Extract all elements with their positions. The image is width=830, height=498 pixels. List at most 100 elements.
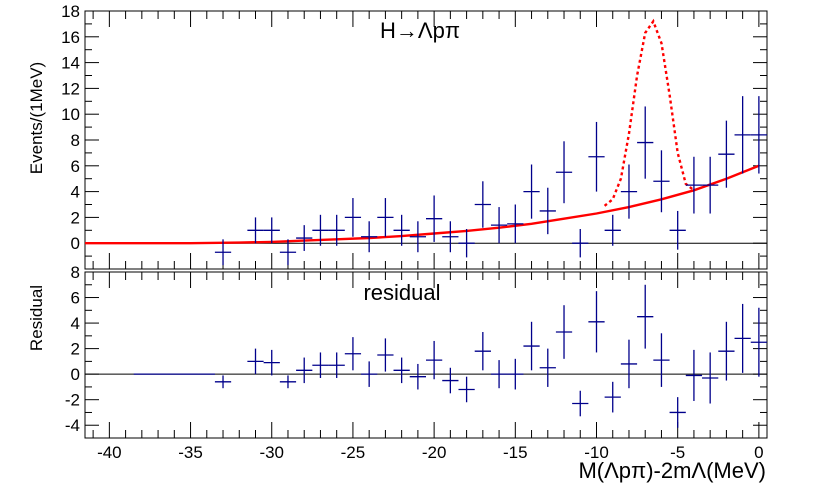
signal-curve (603, 18, 695, 207)
x-tick-label: -5 (670, 443, 685, 462)
data-point (377, 198, 394, 237)
data-point (279, 375, 297, 389)
y-tick-label: 2 (71, 340, 80, 359)
data-point (555, 141, 573, 204)
data-point (361, 221, 378, 253)
data-point (426, 195, 443, 242)
data-point (588, 121, 605, 192)
data-point (393, 357, 410, 384)
data-point (458, 229, 475, 258)
data-point (442, 367, 459, 394)
data-point (490, 360, 508, 389)
data-point (458, 376, 475, 403)
y-tick-label: 8 (71, 263, 80, 282)
y-tick-label: 2 (71, 208, 80, 227)
x-tick-label: 0 (754, 443, 763, 462)
y-tick-label: 8 (71, 131, 80, 150)
data-point (426, 340, 443, 380)
y-tick-label: 0 (71, 234, 80, 253)
x-axis-label: M(Λpπ)-2mΛ(MeV) (578, 458, 766, 483)
x-tick-label: -20 (422, 443, 447, 462)
y-tick-label: 4 (71, 314, 80, 333)
data-point (572, 390, 589, 417)
x-tick-label: -15 (503, 443, 528, 462)
data-point (409, 221, 426, 253)
fit-curve (85, 164, 760, 245)
data-point (377, 338, 394, 372)
data-point (750, 307, 767, 377)
data-point (296, 225, 313, 251)
y-tick-label: 18 (61, 2, 80, 21)
y-tick-label: -2 (65, 391, 80, 410)
data-point (442, 221, 459, 253)
data-point (507, 358, 524, 390)
bottom-frame (84, 271, 768, 439)
data-point (653, 150, 670, 213)
data-point (328, 214, 345, 246)
data-point (685, 349, 703, 401)
x-tick-label: -40 (97, 443, 122, 462)
data-point (702, 156, 719, 214)
data-point (734, 303, 751, 373)
data-point (637, 106, 654, 179)
data-point (539, 187, 556, 235)
data-point (523, 164, 540, 219)
data-point (555, 305, 573, 359)
x-tick-label: -35 (178, 443, 203, 462)
data-point (490, 207, 508, 244)
data-point (474, 332, 491, 371)
data-point (523, 321, 540, 371)
data-point (214, 375, 232, 389)
data-point (361, 361, 378, 387)
x-tick-label: -30 (259, 443, 284, 462)
data-point (328, 352, 345, 378)
data-point (620, 164, 638, 219)
top-title: H→Λpπ (380, 18, 460, 43)
data-point (312, 214, 329, 246)
data-point (702, 352, 719, 404)
y-tick-label: 12 (61, 79, 80, 98)
data-point (718, 120, 735, 188)
data-point (263, 349, 280, 376)
data-point (507, 204, 524, 244)
data-point (296, 357, 313, 384)
data-point (393, 214, 410, 246)
x-tick-label: -25 (341, 443, 366, 462)
data-point (685, 156, 703, 214)
bottom-ylabel: Residual (27, 285, 46, 351)
data-point (279, 239, 297, 266)
data-point (263, 217, 280, 244)
data-point (214, 239, 232, 266)
data-point (669, 397, 686, 428)
x-tick-label: -10 (584, 443, 609, 462)
y-tick-label: -4 (65, 416, 80, 435)
data-point (588, 291, 605, 353)
data-point (312, 352, 329, 378)
y-tick-label: 4 (71, 183, 80, 202)
top-points (214, 96, 767, 266)
data-point (669, 210, 686, 250)
top-frame (84, 10, 768, 270)
data-point (409, 363, 426, 390)
data-point (539, 348, 556, 387)
top-ylabel: Events/(1MeV) (27, 62, 46, 174)
data-point (344, 337, 362, 371)
y-tick-label: 6 (71, 289, 80, 308)
data-point (247, 217, 264, 244)
data-point (637, 284, 654, 349)
y-tick-label: 16 (61, 28, 80, 47)
data-point (247, 348, 264, 375)
data-point (620, 339, 638, 389)
data-point (653, 333, 670, 387)
bottom-title: residual (363, 280, 440, 305)
y-tick-label: 0 (71, 365, 80, 384)
y-tick-label: 6 (71, 157, 80, 176)
data-point (474, 181, 491, 228)
data-point (604, 381, 621, 413)
y-tick-label: 14 (61, 54, 80, 73)
top-ticks: 0 2 4 6 8 10 12 14 16 18 (61, 2, 767, 270)
data-point (604, 214, 621, 246)
